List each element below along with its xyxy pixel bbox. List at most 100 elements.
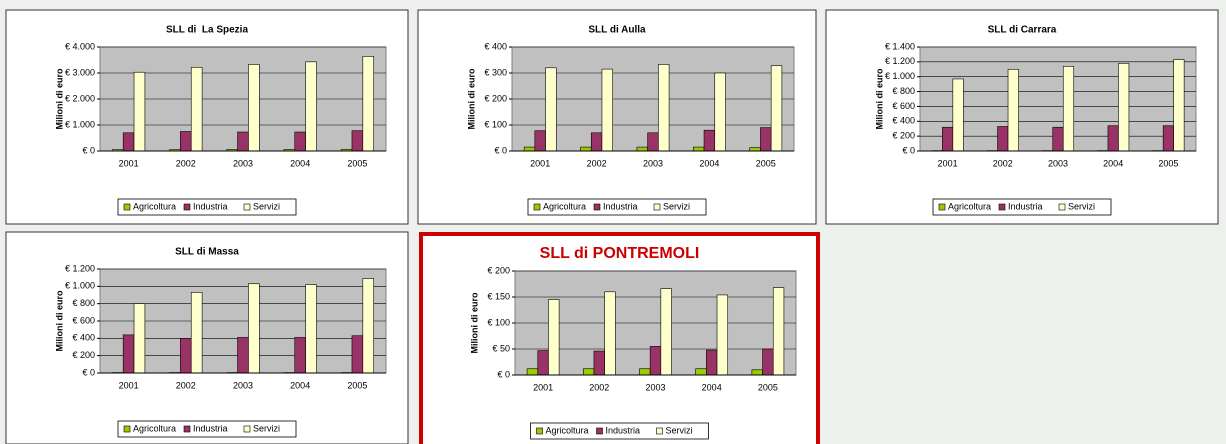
bar: [590, 132, 603, 152]
y-tick-label: € 3.000: [65, 67, 95, 77]
legend: [527, 198, 707, 216]
legend-swatch: [998, 203, 1006, 211]
bar: [706, 349, 718, 376]
bar: [362, 56, 375, 152]
bar: [647, 132, 659, 152]
bar: [180, 338, 192, 374]
legend-swatch: [593, 203, 601, 211]
chart-title: SLL di La Spezia: [166, 25, 248, 36]
bar: [649, 346, 662, 376]
x-tick-label: 2002: [176, 380, 196, 390]
y-tick-label: € 0: [82, 145, 95, 155]
x-tick-label: 2003: [645, 382, 665, 392]
y-tick-label: € 1.000: [885, 71, 915, 81]
bar: [190, 292, 203, 374]
bar: [351, 335, 364, 374]
bar: [636, 146, 648, 152]
bar: [714, 72, 726, 152]
bar: [248, 283, 260, 374]
legend: [117, 198, 297, 216]
x-tick-label: 2001: [533, 382, 553, 392]
legend-label: Industria: [193, 201, 228, 211]
chart-panel: € 0 € 1.000 € 2.000 € 3.000 € 4.000 2001 2002 2…: [54, 25, 387, 216]
bar: [294, 337, 306, 374]
y-tick-label: € 600: [72, 315, 95, 325]
legend-label: Servizi: [666, 425, 693, 435]
bar: [534, 130, 546, 152]
x-tick-label: 2002: [993, 158, 1013, 168]
legend-swatch: [938, 203, 946, 211]
x-tick-label: 2005: [1158, 158, 1178, 168]
bar: [1007, 68, 1019, 152]
legend-swatch: [123, 203, 131, 211]
bar: [248, 64, 260, 152]
x-tick-label: 2003: [1048, 158, 1068, 168]
legend-label: Agricoltura: [546, 425, 589, 435]
legend-swatch: [243, 203, 251, 211]
y-tick-label: € 200: [72, 350, 95, 360]
bar: [526, 368, 539, 376]
y-tick-label: € 400: [892, 116, 915, 126]
bar: [237, 131, 249, 152]
chart-title: SLL di PONTREMOLI: [540, 245, 700, 262]
legend-swatch: [183, 425, 191, 433]
legend-swatch: [653, 203, 661, 211]
y-tick-label: € 0: [497, 369, 510, 379]
y-tick-label: € 1.200: [885, 56, 915, 66]
y-tick-label: € 1.000: [65, 281, 95, 291]
legend-swatch: [596, 427, 603, 435]
chart-title: SLL di Carrara: [988, 25, 1057, 36]
bar: [762, 348, 774, 376]
bar: [693, 146, 705, 152]
x-tick-label: 2004: [1103, 158, 1123, 168]
legend-swatch: [123, 425, 131, 433]
bar: [997, 126, 1009, 152]
y-tick-label: € 200: [892, 131, 915, 141]
bar: [1052, 126, 1064, 152]
y-tick-label: € 0: [82, 367, 95, 377]
bar: [601, 68, 613, 152]
chart-title: SLL di Massa: [175, 247, 239, 258]
x-tick-label: 2004: [290, 380, 310, 390]
legend-label: Industria: [606, 425, 641, 435]
y-tick-label: € 800: [72, 298, 95, 308]
y-tick-label: € 100: [484, 119, 507, 129]
x-tick-label: 2004: [290, 158, 310, 168]
bar: [660, 288, 672, 376]
bar: [695, 368, 707, 376]
x-tick-label: 2004: [699, 158, 719, 168]
bar: [770, 65, 783, 152]
bar: [703, 129, 716, 152]
y-tick-label: € 800: [892, 86, 915, 96]
y-tick-label: € 600: [892, 101, 915, 111]
legend-label: Servizi: [253, 423, 280, 433]
bar: [639, 368, 651, 376]
x-tick-label: 2004: [702, 382, 722, 392]
bar: [749, 147, 761, 152]
bar: [180, 131, 192, 152]
y-tick-label: € 1.400: [885, 41, 915, 51]
chart-title: SLL di Aulla: [588, 25, 646, 36]
y-axis-label: Milioni di euro: [54, 68, 64, 129]
x-tick-label: 2002: [587, 158, 607, 168]
legend: [530, 422, 709, 440]
x-tick-label: 2001: [119, 380, 139, 390]
legend-swatch: [533, 203, 541, 211]
chart-panel: € 0 € 100 € 200 € 300 € 400 2001 2002 2003 2004 2…: [466, 25, 795, 216]
bar: [658, 64, 670, 152]
bar: [122, 132, 135, 152]
bar: [772, 287, 785, 376]
x-tick-label: 2005: [347, 158, 367, 168]
x-tick-label: 2003: [233, 158, 253, 168]
x-tick-label: 2002: [589, 382, 609, 392]
y-tick-label: € 150: [487, 291, 510, 301]
legend-label: Servizi: [1068, 201, 1095, 211]
y-axis-label: Milioni di euro: [469, 292, 479, 353]
bar: [593, 350, 605, 376]
bar: [1173, 59, 1185, 152]
chart-panel: € 0 € 200 € 400 € 600 € 800 € 1.000 € 1.200 € 1…: [874, 25, 1197, 216]
x-tick-label: 2001: [530, 158, 550, 168]
x-tick-label: 2005: [758, 382, 778, 392]
